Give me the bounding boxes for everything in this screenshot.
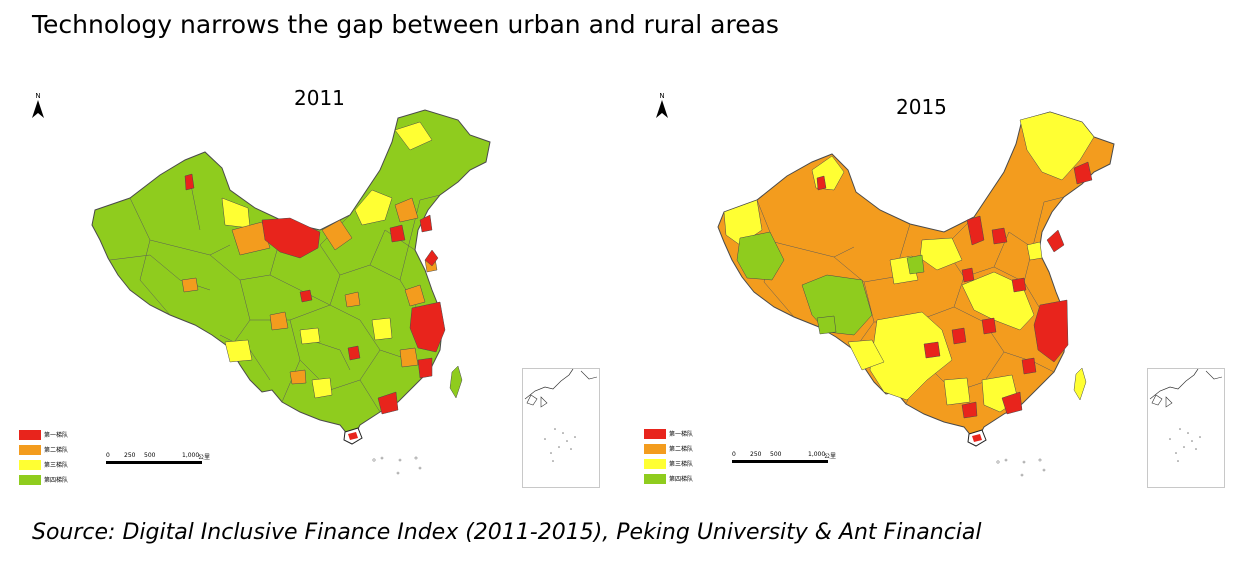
inset-map (524, 368, 598, 462)
source-caption: Source: Digital Inclusive Finance Index … (32, 520, 982, 545)
legend-item: 第四梯队 (19, 472, 68, 487)
legend-label: 第三梯队 (44, 462, 69, 469)
taiwan (449, 365, 463, 399)
legend-item: 第四梯队 (644, 471, 693, 486)
legend-item: 第二梯队 (19, 442, 68, 457)
legend-swatch (644, 443, 666, 454)
legend-swatch (19, 459, 41, 470)
legend-label: 第二梯队 (669, 446, 694, 453)
scale-tick: 0 (106, 452, 110, 459)
figure-title: Technology narrows the gap between urban… (32, 10, 779, 39)
map-panel-2011: 2011 N 第一梯队 第二梯队 第三梯队 第四梯队 0 250 500 (0, 80, 600, 500)
legend-swatch (19, 444, 41, 455)
china-map-2015 (717, 111, 1115, 477)
china-outline (91, 109, 491, 441)
legend-label: 第一梯队 (669, 431, 694, 438)
north-arrow: N (28, 92, 48, 118)
china-map-2011 (91, 109, 491, 475)
legend-label: 第三梯队 (669, 461, 694, 468)
taiwan (1073, 367, 1087, 401)
scale-tick: 1,000 (808, 451, 826, 458)
legend-item: 第三梯队 (644, 456, 693, 471)
year-label-2011: 2011 (294, 86, 345, 110)
scale-tick: 0 (732, 451, 736, 458)
scale-bar-line (106, 461, 202, 464)
legend-label: 第四梯队 (669, 476, 694, 483)
north-arrow-icon (32, 100, 44, 118)
legend-item: 第一梯队 (19, 427, 68, 442)
legend-item: 第一梯队 (644, 426, 693, 441)
legend-item: 第三梯队 (19, 457, 68, 472)
legend-swatch (19, 429, 41, 440)
legend-swatch (644, 473, 666, 484)
scale-tick: 250 (124, 452, 136, 459)
north-arrow-icon (656, 100, 668, 118)
scale-bar-line (732, 460, 828, 463)
legend: 第一梯队 第二梯队 第三梯队 第四梯队 (644, 426, 693, 486)
scale-tick: 1,000 (182, 452, 200, 459)
year-label-2015: 2015 (896, 95, 947, 119)
south-china-sea-inset (1147, 368, 1225, 488)
map-panel-2015: 2015 N 第一梯队 第二梯队 第三梯队 第四梯队 0 250 500 (622, 80, 1225, 500)
scale-tick: 500 (770, 451, 782, 458)
north-label: N (659, 92, 665, 100)
legend-swatch (644, 428, 666, 439)
scale-tick: 250 (750, 451, 762, 458)
scale-bar: 0 250 500 1,000 公里 (106, 452, 216, 464)
legend-item: 第二梯队 (644, 441, 693, 456)
north-label: N (35, 92, 41, 100)
north-arrow: N (652, 92, 672, 118)
south-china-sea-inset (522, 368, 600, 488)
legend-label: 第四梯队 (44, 477, 69, 484)
legend-swatch (644, 458, 666, 469)
legend-label: 第一梯队 (44, 432, 69, 439)
scale-bar: 0 250 500 1,000 公里 (732, 451, 842, 463)
scale-tick: 500 (144, 452, 156, 459)
scale-unit: 公里 (824, 453, 837, 460)
inset-map (1149, 368, 1223, 462)
legend-swatch (19, 474, 41, 485)
scale-unit: 公里 (198, 454, 211, 461)
legend: 第一梯队 第二梯队 第三梯队 第四梯队 (19, 427, 68, 487)
legend-label: 第二梯队 (44, 447, 69, 454)
